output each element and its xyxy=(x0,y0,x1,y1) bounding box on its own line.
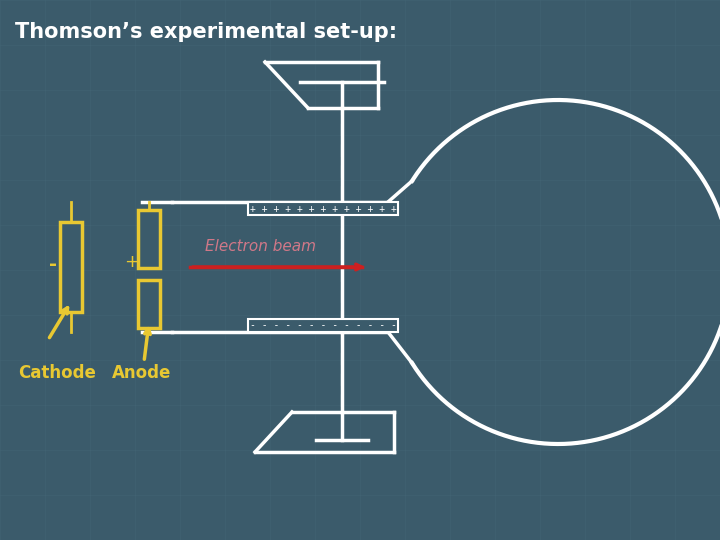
Text: -: - xyxy=(49,255,57,274)
Bar xyxy=(60,222,82,312)
Bar xyxy=(248,202,398,215)
Text: Thomson’s experimental set-up:: Thomson’s experimental set-up: xyxy=(15,22,397,42)
Text: +: + xyxy=(125,253,140,271)
Bar xyxy=(138,210,160,268)
Text: Cathode: Cathode xyxy=(18,364,96,382)
Text: Electron beam: Electron beam xyxy=(205,239,316,254)
Text: - - - - - - - - - - - - -: - - - - - - - - - - - - - xyxy=(250,321,397,330)
Bar xyxy=(248,319,398,332)
Text: + + + + + + + + + + + + +: + + + + + + + + + + + + + xyxy=(250,204,397,213)
Bar xyxy=(138,280,160,328)
Text: Anode: Anode xyxy=(112,364,171,382)
